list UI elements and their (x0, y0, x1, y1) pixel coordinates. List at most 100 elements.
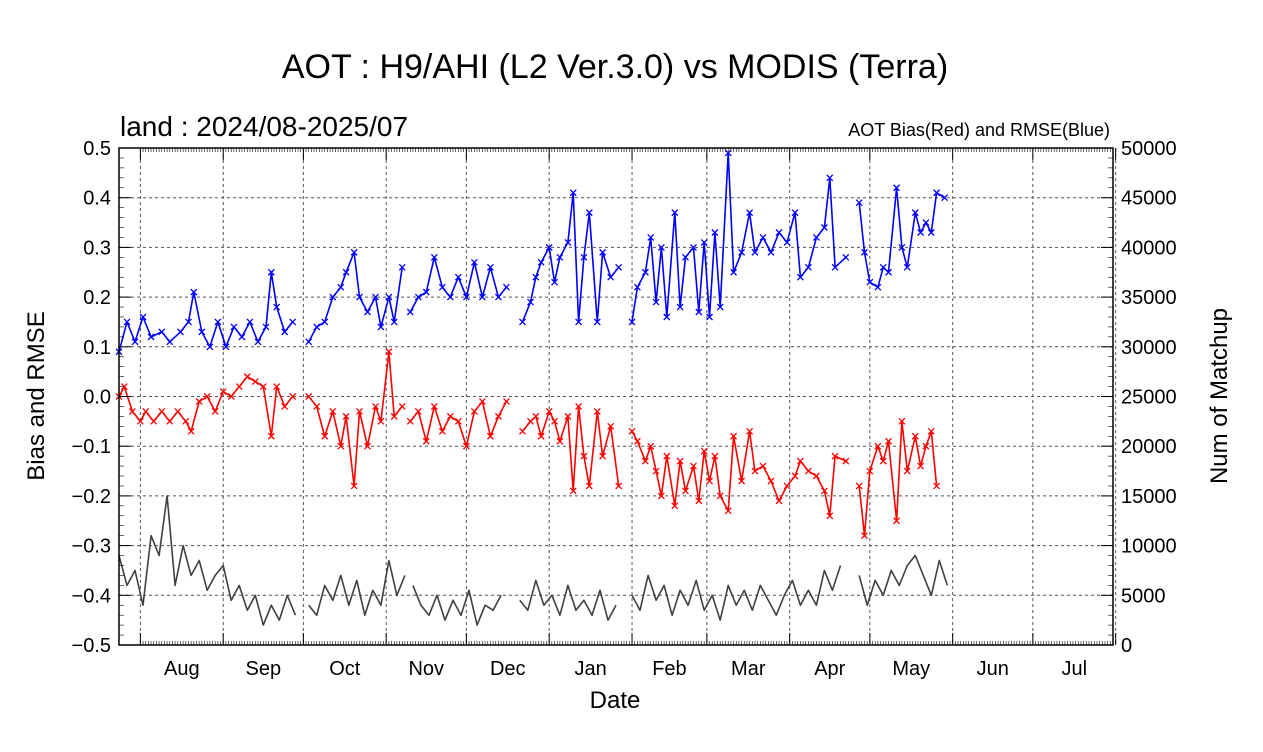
y2-tick-label: 45000 (1121, 188, 1177, 210)
rmse-point (922, 219, 930, 227)
count-series-line (118, 495, 297, 626)
bias-point (454, 417, 462, 425)
rmse-point (676, 303, 684, 311)
rmse-point (941, 194, 949, 202)
rmse-point (329, 293, 337, 301)
rmse-point (551, 278, 559, 286)
bias-point (532, 412, 540, 420)
count-series-line (412, 585, 502, 626)
rmse-point (695, 308, 703, 316)
rmse-point (166, 338, 174, 346)
bias-point (313, 402, 321, 410)
y2-tick-label: 40000 (1121, 237, 1177, 259)
bias-point (657, 492, 665, 500)
x-tick-label: Jun (977, 658, 1009, 680)
rmse-point (176, 328, 184, 336)
bias-point (150, 417, 158, 425)
bias-point (174, 407, 182, 415)
rmse-point (831, 263, 839, 271)
bias-point (724, 507, 732, 515)
y2-tick-label: 25000 (1121, 387, 1177, 409)
bias-point (182, 417, 190, 425)
bias-point (273, 383, 281, 391)
rmse-series-line (521, 191, 620, 323)
bias-point (628, 427, 636, 435)
y-tick-label: −0.5 (72, 635, 111, 657)
bias-point (922, 442, 930, 450)
rmse-point (879, 263, 887, 271)
bias-point (933, 482, 941, 490)
rmse-point (430, 253, 438, 261)
rmse-point (337, 283, 345, 291)
bias-point (861, 532, 868, 540)
rmse-point (738, 248, 746, 256)
rmse-point (398, 263, 406, 271)
bias-point (446, 412, 454, 420)
rmse-point (564, 238, 572, 246)
bias-point (898, 417, 906, 425)
bias-point (537, 432, 545, 440)
bias-point (791, 472, 799, 480)
count-series-line (519, 579, 617, 621)
rmse-point (791, 209, 799, 217)
y2-tick-label: 20000 (1121, 436, 1177, 458)
bias-point (599, 452, 607, 460)
bias-point (676, 457, 684, 465)
rmse-point (289, 318, 297, 326)
rmse-point (652, 298, 660, 306)
y-tick-label: −0.3 (72, 536, 111, 558)
rmse-point (580, 253, 588, 261)
rmse-point (607, 273, 615, 281)
rmse-point (185, 318, 192, 326)
rmse-point (147, 333, 155, 341)
bias-point (885, 437, 893, 445)
bias-point (738, 477, 746, 485)
chart-subtitle: land : 2024/08-2025/07 (120, 111, 408, 142)
rmse-point (364, 308, 371, 316)
rmse-point (222, 343, 230, 351)
bias-point (746, 427, 754, 435)
bias-point (187, 427, 195, 435)
bias-point (211, 407, 219, 415)
y2-tick-label: 0 (1121, 635, 1132, 657)
bias-point (783, 482, 791, 490)
bias-point (243, 373, 251, 381)
rmse-point (569, 189, 577, 197)
rmse-point (470, 258, 478, 266)
x-axis-label: Date (590, 687, 641, 714)
rmse-point (746, 209, 754, 217)
rmse-point (663, 313, 671, 321)
rmse-point (206, 343, 214, 351)
legend-note: AOT Bias(Red) and RMSE(Blue) (848, 120, 1110, 140)
bias-point (820, 487, 828, 495)
tick-labels: Aug Sep Oct Nov Dec Jan Feb Mar Apr May Jun Jul 0.5 5… (72, 138, 1177, 680)
rmse-point (903, 263, 911, 271)
bias-point (652, 467, 660, 475)
bias-point (682, 487, 689, 495)
bias-point (690, 462, 697, 470)
rmse-point (342, 268, 350, 276)
bias-series-line (308, 350, 403, 487)
y2-tick-label: 30000 (1121, 337, 1177, 359)
bias-point (158, 407, 166, 415)
bias-point (337, 442, 345, 450)
rmse-point (861, 248, 868, 256)
bias-point (305, 393, 313, 400)
bias-point (663, 452, 671, 460)
rmse-point (933, 189, 941, 197)
plot-frame (118, 147, 1114, 646)
rmse-point (385, 293, 393, 301)
bias-point (711, 452, 719, 460)
rmse-point (628, 318, 636, 326)
bias-point (641, 457, 649, 465)
rmse-point (446, 293, 454, 301)
x-tick-label: Mar (731, 658, 766, 680)
bias-point (615, 482, 623, 490)
bias-point (519, 427, 526, 435)
bias-point (700, 447, 708, 455)
bias-point (855, 482, 863, 490)
axis-ticks (119, 147, 1117, 646)
rmse-point (599, 248, 607, 256)
rmse-point (273, 303, 281, 311)
